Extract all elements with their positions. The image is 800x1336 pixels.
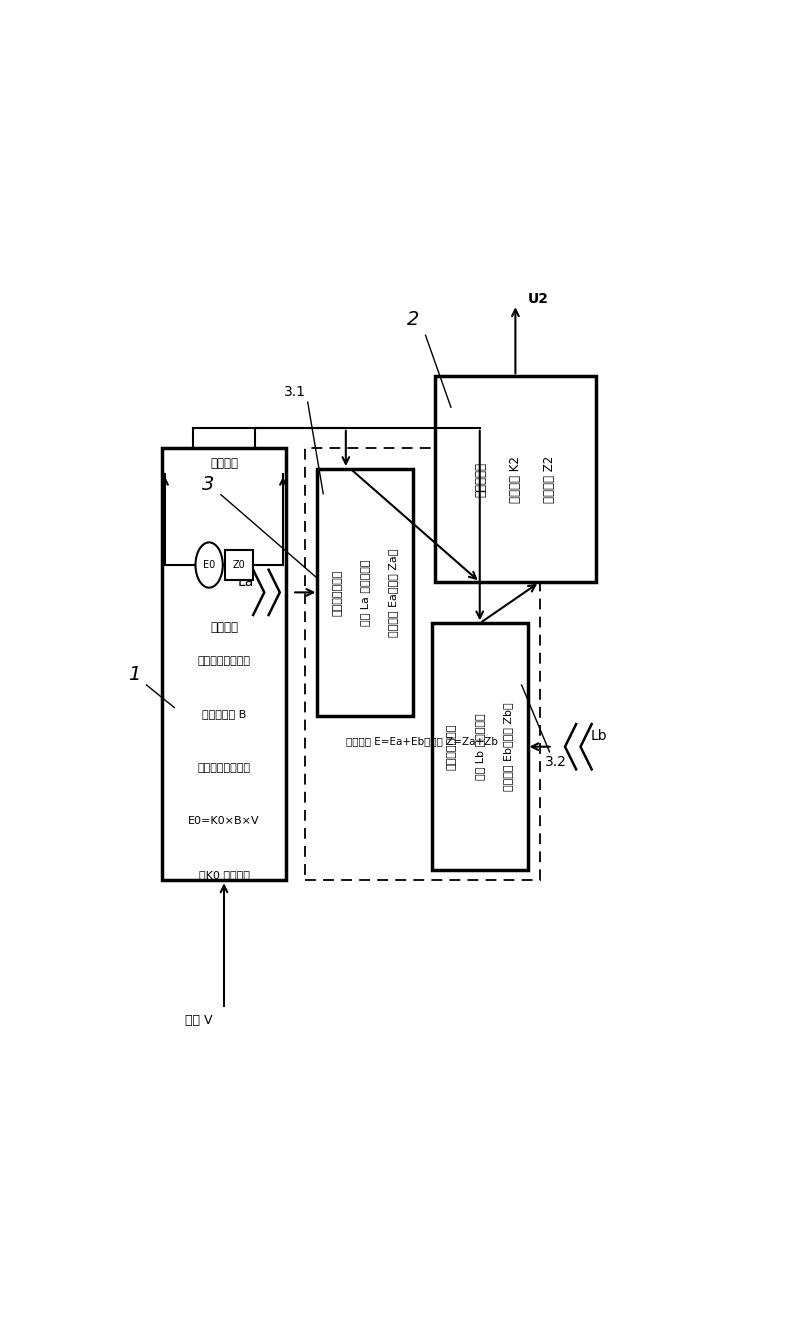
- Bar: [317, 469, 413, 716]
- Text: 电磁流量传感器：: 电磁流量传感器：: [198, 656, 250, 665]
- Text: 放大系数 K2: 放大系数 K2: [509, 456, 522, 502]
- Text: 甲光电转换器：: 甲光电转换器：: [332, 569, 342, 616]
- Bar: [432, 623, 528, 870]
- Text: Lb: Lb: [590, 729, 607, 743]
- Text: 光照 Lb 作用下产生: 光照 Lb 作用下产生: [474, 713, 485, 780]
- Text: 由激励磁场 B: 由激励磁场 B: [202, 709, 246, 719]
- Text: 激励电势 E=Ea+Eb，内阻 Z=Za+Zb: 激励电势 E=Ea+Eb，内阻 Z=Za+Zb: [346, 736, 498, 747]
- Text: 激励电势 Eb（内阻 Zb）: 激励电势 Eb（内阻 Zb）: [502, 703, 513, 791]
- Text: 光照 La 作用下产生: 光照 La 作用下产生: [360, 560, 370, 625]
- Text: E0=K0×B×V: E0=K0×B×V: [188, 816, 260, 826]
- Text: 激励电势 Ea（内阻 Za）: 激励电势 Ea（内阻 Za）: [388, 548, 398, 636]
- Text: 3: 3: [202, 474, 214, 494]
- Text: 2: 2: [407, 310, 419, 329]
- Text: La: La: [238, 574, 254, 589]
- Text: （K0 为系数）: （K0 为系数）: [198, 870, 250, 879]
- Text: 测量电极: 测量电极: [210, 457, 238, 469]
- Text: 测量电极: 测量电极: [210, 621, 238, 635]
- Text: 流速 V: 流速 V: [186, 1014, 213, 1027]
- Text: 乙光电转换器：: 乙光电转换器：: [447, 724, 457, 770]
- Text: 测量放大器: 测量放大器: [475, 462, 488, 497]
- Bar: [305, 449, 540, 880]
- Bar: [162, 449, 286, 880]
- Text: 1: 1: [128, 665, 140, 684]
- Text: U2: U2: [528, 293, 549, 306]
- Text: 在测量电极上有：: 在测量电极上有：: [198, 763, 250, 772]
- Bar: [226, 549, 253, 580]
- Text: 3.2: 3.2: [545, 755, 566, 770]
- Text: 输入内阻 Z2: 输入内阻 Z2: [543, 456, 556, 502]
- Text: E0: E0: [203, 560, 215, 570]
- Bar: [435, 377, 596, 582]
- Text: Z0: Z0: [233, 560, 246, 570]
- Circle shape: [195, 542, 222, 588]
- Text: 3.1: 3.1: [284, 385, 306, 398]
